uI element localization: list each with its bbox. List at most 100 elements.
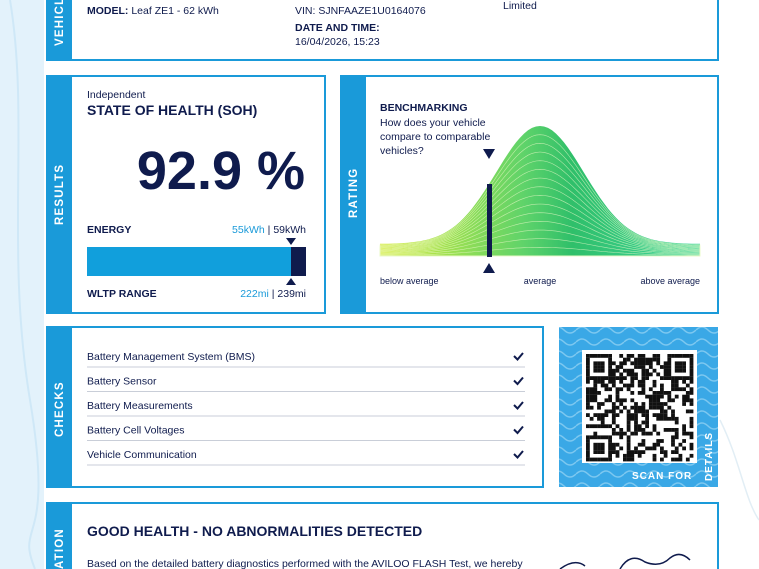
qr-module: [630, 383, 635, 388]
qr-module: [630, 450, 635, 454]
range-current: 222mi: [240, 288, 269, 300]
qr-module: [586, 442, 590, 447]
qr-module: [689, 365, 694, 369]
model-value: Leaf ZE1 - 62 kWh: [131, 5, 219, 17]
qr-module: [685, 383, 690, 388]
vin-label: VIN:: [295, 5, 315, 17]
qr-module: [682, 402, 686, 406]
qr-module: [652, 357, 657, 362]
qr-module: [593, 394, 598, 399]
qr-module: [667, 391, 672, 395]
qr-module: [637, 391, 642, 395]
tab-label: RESULTS: [54, 164, 66, 225]
qr-module: [634, 420, 638, 425]
qr-module: [611, 416, 616, 421]
soh-value: 92.9 %: [137, 141, 305, 201]
qr-module: [634, 372, 638, 377]
qr-module: [608, 387, 612, 392]
qr-module: [597, 368, 601, 373]
qr-module: [623, 376, 627, 380]
qr-module: [593, 368, 598, 373]
bell-contour: [379, 246, 701, 257]
qr-module: [667, 376, 672, 380]
qr-module: [674, 379, 679, 384]
qr-module: [685, 376, 690, 380]
qr-module: [637, 409, 642, 414]
qr-module: [634, 409, 638, 414]
qr-module: [619, 402, 624, 406]
vin-line: VIN: SJNFAAZE1U0164076: [295, 5, 426, 17]
bell-curve: [379, 126, 701, 257]
qr-module: [630, 372, 635, 377]
energy-values: 55kWh | 59kWh: [232, 224, 306, 236]
qr-module: [674, 431, 679, 436]
qr-module: [689, 416, 694, 421]
qr-module: [593, 442, 598, 447]
marker-triangle: [483, 149, 495, 159]
qr-module: [667, 357, 672, 362]
qr-module: [586, 450, 590, 454]
qr-module: [641, 428, 646, 432]
vehicle-panel: VEHICLE MODEL: Leaf ZE1 - 62 kWh VIN: SJ…: [46, 0, 719, 61]
qr-module: [608, 435, 612, 440]
qr-module: [623, 357, 627, 362]
qr-module: [648, 372, 653, 377]
qr-module: [645, 357, 649, 362]
qr-module: [593, 376, 598, 380]
qr-module: [689, 402, 694, 406]
qr-module: [689, 379, 694, 384]
above-label: above average: [640, 276, 700, 286]
qr-module: [604, 424, 609, 429]
qr-module: [586, 391, 590, 395]
qr-module: [586, 361, 590, 366]
qr-module: [630, 453, 635, 458]
qr-module: [641, 376, 646, 380]
qr-module: [645, 361, 649, 366]
qr-module: [626, 446, 631, 451]
qr-module: [597, 442, 601, 447]
qr-code[interactable]: [586, 354, 694, 462]
qr-module: [641, 431, 646, 436]
qr-module: [597, 435, 601, 440]
qr-module: [608, 398, 612, 403]
qr-module: [593, 424, 598, 429]
qr-module: [641, 439, 646, 443]
qr-module: [634, 413, 638, 417]
qr-module: [667, 372, 672, 377]
bell-contour: [379, 151, 701, 257]
side-band: [0, 0, 44, 569]
soh-bar: [87, 247, 291, 276]
date-value: 16/04/2026, 15:23: [295, 36, 380, 48]
qr-module: [626, 428, 631, 432]
panel-tab: [47, 327, 72, 487]
panel-tab: [47, 503, 72, 569]
qr-module: [608, 424, 612, 429]
qr-module: [689, 431, 694, 436]
qr-module: [641, 450, 646, 454]
qr-module: [641, 405, 646, 410]
check-item: Vehicle Communication: [87, 449, 197, 461]
qr-module: [623, 398, 627, 403]
qr-module: [593, 450, 598, 454]
qr-module: [678, 361, 683, 366]
qr-module: [608, 442, 612, 447]
qr-module: [626, 368, 631, 373]
panel-frame: [46, 0, 719, 61]
qr-module: [652, 442, 657, 447]
qr-module: [619, 372, 624, 377]
panel-tab: [47, 76, 72, 313]
qr-module: [641, 402, 646, 406]
qr-module: [652, 368, 657, 373]
qr-module: [652, 457, 657, 462]
qr-module: [678, 457, 683, 462]
bell-area: [380, 126, 700, 256]
qr-module: [623, 361, 627, 366]
bell-contour: [379, 194, 701, 257]
qr-module: [626, 413, 631, 417]
qr-module: [600, 442, 605, 447]
qr-module: [608, 372, 612, 377]
decor-line: [719, 419, 759, 521]
qr-module: [652, 424, 657, 429]
bell-contour: [379, 134, 701, 257]
qr-module: [689, 446, 694, 451]
